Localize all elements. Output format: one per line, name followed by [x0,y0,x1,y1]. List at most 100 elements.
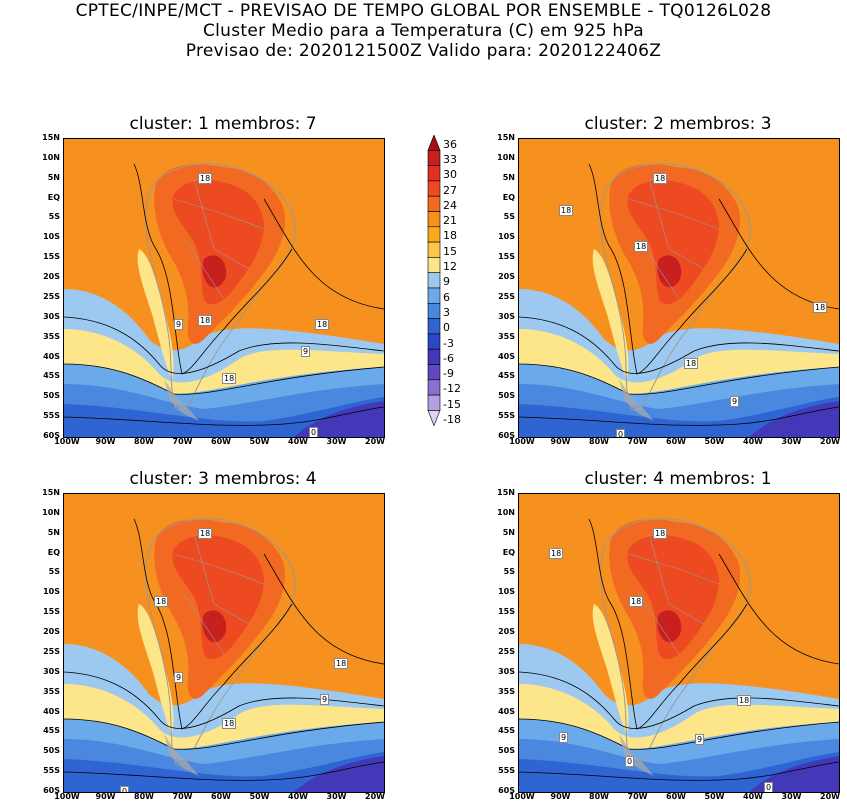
contour-label: 9 [320,694,330,705]
lat-tick-label: 55S [43,766,60,776]
lat-tick-label: 10S [498,587,515,597]
lat-tick-label: 50S [43,746,60,756]
lat-tick-label: 5S [503,212,515,222]
colorbar-label: 27 [443,183,457,197]
contour-label: 9 [695,734,705,745]
lat-tick-label: 35S [43,686,60,696]
lat-tick-label: 30S [498,311,515,321]
lat-tick-label: 5N [502,172,515,182]
lat-tick-label: 15S [498,252,515,262]
map-area: 18 18 18 9 9 18 0 [63,138,385,438]
lat-tick-label: 10N [497,507,515,517]
colorbar-label: 24 [443,198,457,212]
colorbar-label: 21 [443,214,457,228]
lon-tick-label: 90W [95,437,116,446]
lon-tick-label: 60W [211,437,231,446]
colorbar-label: 36 [443,137,457,151]
lon-tick-label: 50W [704,437,725,446]
lon-tick-label: 100W [509,792,535,801]
lat-tick-label: 55S [498,766,515,776]
colorbar-label: 12 [443,260,457,274]
contour-label: 18 [198,528,213,539]
lon-tick-label: 70W [627,437,648,446]
colorbar [427,135,441,441]
lat-tick-label: EQ [47,192,60,202]
contour-label: 18 [559,205,574,216]
contour-label: 18 [653,528,668,539]
lat-tick-label: 35S [498,686,515,696]
lon-tick-label: 50W [249,437,270,446]
lat-tick-label: 50S [498,391,515,401]
lat-tick-label: 50S [43,391,60,401]
lat-tick-label: EQ [47,547,60,557]
panel-title: cluster: 1 membros: 7 [129,114,317,134]
contour-label: 18 [198,315,213,326]
lon-tick-label: 50W [249,792,270,801]
colorbar-label: 9 [443,275,450,289]
contour-label: 18 [634,241,649,252]
colorbar-label: 30 [443,168,457,182]
colorbar-label: -6 [443,351,454,365]
lat-tick-label: 15N [42,488,60,497]
lon-tick-label: 40W [743,437,763,446]
lat-tick-label: 5N [47,172,60,182]
panel-cluster-1: cluster: 1 membros: 7 18 18 18 9 9 18 0 15N 10N… [30,112,390,457]
lat-tick-label: 10N [497,152,515,162]
temperature-field [519,139,839,437]
lon-tick-label: 30W [326,792,347,801]
lat-tick-label: 45S [43,371,60,381]
lat-tick-label: 10S [498,232,515,242]
lon-tick-label: 30W [326,437,347,446]
lon-tick-label: 30W [781,792,802,801]
lat-tick-label: 30S [43,666,60,676]
lat-tick-label: 45S [43,726,60,736]
panel-title: cluster: 2 membros: 3 [584,114,772,134]
lon-tick-label: 70W [627,792,648,801]
colorbar-label: 3 [443,305,450,319]
lon-tick-label: 40W [288,792,308,801]
lat-tick-label: 35S [498,331,515,341]
contour-label: 9 [174,672,184,683]
temperature-field [519,494,839,792]
lat-tick-label: 15S [498,607,515,617]
lon-tick-label: 20W [365,437,385,446]
lon-tick-label: 60W [666,792,686,801]
contour-label: 18 [653,173,668,184]
lat-tick-label: 10S [43,587,60,597]
lon-tick-label: 80W [589,792,609,801]
lat-tick-label: 15N [42,133,60,142]
lon-tick-label: 40W [288,437,308,446]
lat-tick-label: 30S [43,311,60,321]
lat-tick-label: 25S [498,291,515,301]
lat-tick-label: 60S [43,431,60,440]
panel-cluster-3: cluster: 3 membros: 4 18 18 9 18 9 18 0 15N 10N… [30,467,390,812]
lon-tick-label: 100W [509,437,535,446]
lat-tick-label: 40S [43,351,60,361]
lat-tick-label: 60S [498,786,515,795]
lat-tick-label: 10N [42,152,60,162]
map-area: 18 18 9 18 9 18 0 [63,493,385,793]
lon-tick-label: 60W [211,792,231,801]
contour-label: 0 [625,756,635,767]
panel-cluster-4: cluster: 4 membros: 1 18 18 18 18 9 9 0 0 15N 10… [485,467,845,812]
lat-tick-label: 55S [498,411,515,421]
lon-tick-label: 90W [95,792,116,801]
contour-label: 0 [764,782,774,792]
lat-tick-label: 20S [498,272,515,282]
lat-tick-label: 20S [43,627,60,637]
lat-tick-label: 55S [43,411,60,421]
contour-label: 18 [315,319,330,330]
colorbar-label: -9 [443,367,454,381]
lat-tick-label: 10N [42,507,60,517]
lon-tick-label: 20W [820,437,840,446]
lon-tick-label: 80W [134,437,154,446]
lat-tick-label: 45S [498,726,515,736]
lat-tick-label: 60S [43,786,60,795]
lat-tick-label: 25S [43,646,60,656]
contour-label: 9 [730,396,740,407]
lat-tick-label: 60S [498,431,515,440]
lat-tick-label: 15S [43,607,60,617]
lon-tick-label: 20W [820,792,840,801]
contour-label: 0 [309,427,319,437]
header-line-3: Previsao de: 2020121500Z Valido para: 20… [185,41,662,61]
